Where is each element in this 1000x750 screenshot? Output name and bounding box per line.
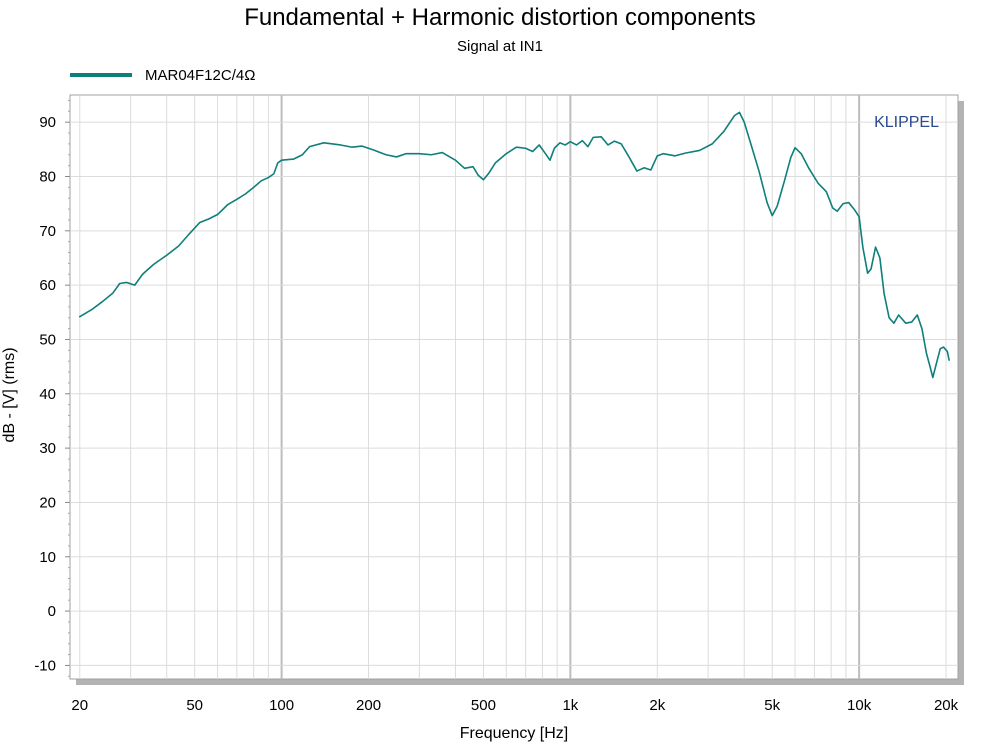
y-axis-label: dB - [V] (rms) [1, 347, 18, 442]
x-tick-label: 50 [186, 697, 203, 714]
y-tick-label: -10 [34, 657, 56, 674]
y-tick-label: 90 [39, 114, 56, 131]
y-tick-label: 70 [39, 223, 56, 240]
grid [65, 95, 958, 679]
y-tick-label: 50 [39, 331, 56, 348]
y-tick-label: 60 [39, 277, 56, 294]
x-tick-label: 200 [356, 697, 381, 714]
x-tick-label: 5k [764, 697, 780, 714]
y-tick-label: 20 [39, 494, 56, 511]
series-layer [78, 111, 950, 379]
y-tick-label: 80 [39, 168, 56, 185]
series-line-0 [78, 111, 950, 379]
chart-title: Fundamental + Harmonic distortion compon… [244, 4, 756, 31]
y-tick-label: 10 [39, 549, 56, 566]
y-tick-label: 30 [39, 440, 56, 457]
x-axis-label: Frequency [Hz] [460, 725, 568, 742]
x-tick-label: 500 [471, 697, 496, 714]
x-tick-label: 2k [649, 697, 665, 714]
x-tick-labels: 20 50 100 200 500 1k 2k 5k 10k 20k [71, 697, 958, 714]
y-tick-label: 40 [39, 386, 56, 403]
x-tick-label: 10k [847, 697, 872, 714]
chart-subtitle: Signal at IN1 [457, 38, 543, 55]
y-tick-labels: 90 80 70 60 50 40 30 20 10 0 -10 [34, 114, 56, 674]
x-tick-label: 20k [934, 697, 959, 714]
y-tick-label: 0 [48, 603, 56, 620]
klippel-watermark: KLIPPEL [874, 114, 939, 131]
x-tick-label: 100 [269, 697, 294, 714]
plot-area [69, 94, 959, 680]
legend-label: MAR04F12C/4Ω [145, 67, 255, 84]
legend: MAR04F12C/4Ω [70, 67, 255, 84]
x-tick-label: 20 [71, 697, 88, 714]
x-tick-label: 1k [562, 697, 578, 714]
